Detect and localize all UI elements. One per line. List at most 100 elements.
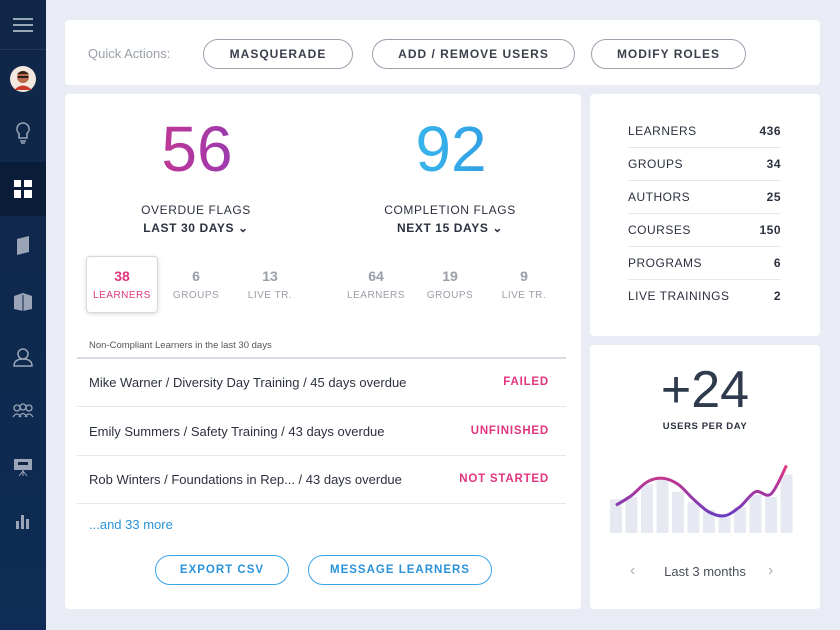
- total-row-courses: COURSES 150: [628, 223, 781, 237]
- chart-bar: [718, 517, 731, 533]
- chart-bar: [625, 497, 638, 533]
- user-icon[interactable]: [0, 330, 46, 384]
- divider: [77, 455, 566, 456]
- chart-bar: [641, 484, 653, 533]
- chart-bar: [780, 474, 793, 533]
- message-learners-button[interactable]: MESSAGE LEARNERS: [308, 555, 492, 585]
- chevron-left-icon[interactable]: ‹: [630, 562, 636, 579]
- list-item[interactable]: Mike Warner / Diversity Day Training / 4…: [89, 375, 549, 390]
- list-item[interactable]: Rob Winters / Foundations in Rep... / 43…: [89, 472, 549, 487]
- lightbulb-icon[interactable]: [0, 106, 46, 160]
- total-row-learners: LEARNERS 436: [628, 124, 781, 138]
- sidebar: [0, 0, 46, 630]
- completion-stat-learners[interactable]: 64 LEARNERS: [341, 268, 411, 301]
- chart-bar: [672, 491, 684, 533]
- divider: [77, 406, 566, 407]
- stat-number: 38: [114, 268, 130, 284]
- avatar[interactable]: [0, 52, 46, 106]
- dashboard-icon[interactable]: [0, 162, 46, 216]
- users-icon[interactable]: [0, 384, 46, 438]
- completion-flags-value: 92: [351, 112, 551, 186]
- chart-bar: [703, 509, 715, 533]
- total-value: 25: [766, 190, 781, 204]
- completion-stat-groups[interactable]: 19 GROUPS: [415, 268, 485, 301]
- total-label: PROGRAMS: [628, 256, 703, 270]
- divider: [77, 357, 566, 359]
- chart-bar: [765, 497, 777, 533]
- divider: [628, 180, 781, 181]
- chart-bar: [734, 506, 746, 533]
- status-badge: FAILED: [503, 376, 549, 388]
- overdue-flags-label: OVERDUE FLAGS: [141, 203, 251, 217]
- flags-card: [65, 94, 581, 609]
- divider: [77, 503, 566, 504]
- stat-number: 9: [520, 268, 528, 284]
- books-icon[interactable]: [0, 274, 46, 328]
- divider: [628, 147, 781, 148]
- total-label: COURSES: [628, 223, 691, 237]
- stat-label: LIVE TR.: [247, 290, 293, 301]
- overdue-stat-learners[interactable]: 38 LEARNERS: [87, 268, 157, 301]
- divider: [628, 279, 781, 280]
- chart-bar: [610, 499, 622, 533]
- chevron-right-icon[interactable]: ›: [768, 562, 774, 579]
- quick-actions-card: Quick Actions: MASQUERADE ADD / REMOVE U…: [65, 20, 820, 85]
- total-value: 150: [759, 223, 781, 237]
- total-row-programs: PROGRAMS 6: [628, 256, 781, 270]
- stat-number: 19: [442, 268, 458, 284]
- status-badge: UNFINISHED: [470, 425, 549, 437]
- stat-label: GROUPS: [172, 290, 220, 301]
- bar-chart-icon[interactable]: [0, 494, 46, 548]
- chart-bar: [687, 502, 700, 533]
- total-row-authors: AUTHORS 25: [628, 190, 781, 204]
- total-label: GROUPS: [628, 157, 684, 171]
- total-value: 2: [773, 289, 781, 303]
- divider: [628, 213, 781, 214]
- overdue-period-value: LAST 30 DAYS: [143, 221, 235, 235]
- presentation-icon[interactable]: [0, 440, 46, 494]
- masquerade-button[interactable]: MASQUERADE: [203, 39, 353, 69]
- stat-number: 6: [192, 268, 200, 284]
- stat-label: LEARNERS: [347, 290, 405, 301]
- chart-bar: [749, 494, 762, 533]
- stat-number: 64: [368, 268, 384, 284]
- list-item[interactable]: Emily Summers / Safety Training / 43 day…: [89, 424, 549, 439]
- chart-trend-line: [615, 464, 788, 518]
- book-icon[interactable]: [0, 218, 46, 272]
- overdue-flags-value: 56: [97, 112, 297, 186]
- status-badge: NOT STARTED: [459, 473, 549, 485]
- totals-card: [590, 94, 820, 336]
- total-value: 34: [766, 157, 781, 171]
- chart-bar: [656, 478, 669, 533]
- completion-period-value: NEXT 15 DAYS: [396, 221, 489, 235]
- show-more-link[interactable]: ...and 33 more: [89, 517, 173, 532]
- completion-period-dropdown[interactable]: NEXT 15 DAYS ⌄: [340, 221, 560, 235]
- overdue-stat-groups[interactable]: 6 GROUPS: [161, 268, 231, 301]
- add-remove-users-button[interactable]: ADD / REMOVE USERS: [372, 39, 575, 69]
- stat-label: LIVE TR.: [501, 290, 547, 301]
- total-row-groups: GROUPS 34: [628, 157, 781, 171]
- overdue-stat-live-trainings[interactable]: 13 LIVE TR.: [235, 268, 305, 301]
- total-label: AUTHORS: [628, 190, 691, 204]
- menu-icon[interactable]: [0, 0, 46, 50]
- total-label: LIVE TRAININGS: [628, 289, 730, 303]
- total-row-live-trainings: LIVE TRAININGS 2: [628, 289, 781, 303]
- chevron-down-icon: ⌄: [492, 221, 504, 235]
- quick-actions-label: Quick Actions:: [88, 46, 171, 61]
- period-label: Last 3 months: [664, 564, 746, 579]
- divider: [628, 246, 781, 247]
- selected-stat-box: [86, 256, 158, 313]
- export-csv-button[interactable]: EXPORT CSV: [155, 555, 289, 585]
- stat-label: GROUPS: [426, 290, 474, 301]
- completion-stat-live-trainings[interactable]: 9 LIVE TR.: [489, 268, 559, 301]
- total-label: LEARNERS: [628, 124, 697, 138]
- users-per-day-label: USERS PER DAY: [662, 421, 748, 432]
- modify-roles-button[interactable]: MODIFY ROLES: [591, 39, 746, 69]
- completion-flags-label: COMPLETION FLAGS: [384, 203, 516, 217]
- overdue-period-dropdown[interactable]: LAST 30 DAYS ⌄: [86, 221, 306, 235]
- list-item-text: Mike Warner / Diversity Day Training / 4…: [89, 375, 407, 390]
- users-chart: [610, 464, 793, 533]
- list-item-text: Rob Winters / Foundations in Rep... / 43…: [89, 472, 402, 487]
- list-caption: Non-Compliant Learners in the last 30 da…: [89, 340, 272, 351]
- total-value: 6: [773, 256, 781, 270]
